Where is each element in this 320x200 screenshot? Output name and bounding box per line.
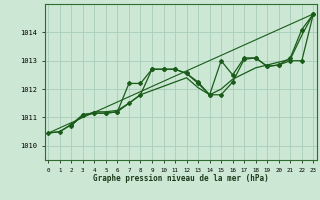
X-axis label: Graphe pression niveau de la mer (hPa): Graphe pression niveau de la mer (hPa)	[93, 174, 269, 183]
